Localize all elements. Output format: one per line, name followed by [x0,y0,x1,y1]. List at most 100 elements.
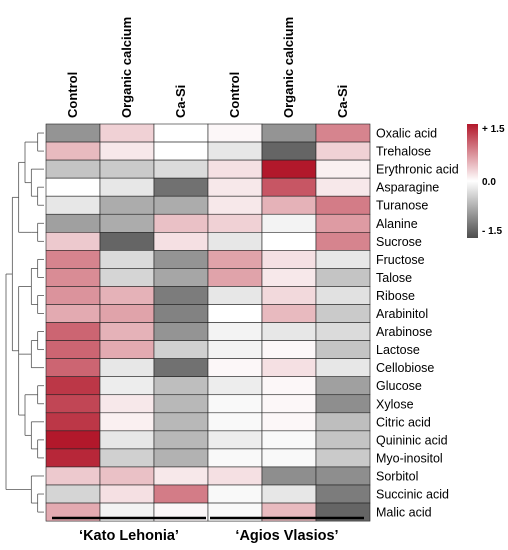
heatmap-cell [153,177,209,197]
heatmap-cell [99,484,155,504]
heatmap-cell [207,177,263,197]
heatmap-cell [315,286,371,305]
row-label: Oxalic acid [376,127,437,141]
heatmap-cell [45,195,101,215]
row-label: Talose [376,271,412,285]
heatmap-cell [261,466,317,486]
heatmap-cell [315,141,371,161]
heatmap-cell [153,484,209,504]
row-label: Cellobiose [376,361,434,375]
row-labels: Oxalic acid Trehalose Erythronic acid Aspar… [376,127,459,520]
heatmap-cell [45,304,101,323]
heatmap-cell [153,322,209,341]
heatmap-cell [153,466,209,486]
row-label: Glucose [376,379,422,393]
heatmap-cells [45,123,371,522]
heatmap-cell [207,376,263,396]
heatmap-cell [261,430,317,450]
legend-tick-label: - 1.5 [482,226,502,237]
heatmap-cell [315,195,371,215]
heatmap-cell [153,141,209,161]
row-label: Arabinitol [376,307,428,321]
heatmap-cell [207,213,263,233]
heatmap-cell [153,195,209,215]
row-label: Sorbitol [376,469,418,483]
heatmap-cell [99,448,155,468]
heatmap-cell [99,195,155,215]
heatmap-cell [99,430,155,450]
heatmap-cell [99,394,155,414]
heatmap-cell [207,268,263,287]
heatmap-cell [153,430,209,450]
row-label: Fructose [376,253,425,267]
heatmap-cell [153,376,209,396]
heatmap-cell [315,430,371,450]
row-label: Turanose [376,199,428,213]
heatmap-cell [207,484,263,504]
heatmap-cell [315,484,371,504]
heatmap-cell [207,286,263,305]
row-label: Alanine [376,217,418,231]
row-label: Sucrose [376,235,422,249]
heatmap-cell [207,123,263,143]
heatmap-cell [99,123,155,143]
heatmap-cell [99,141,155,161]
row-label: Arabinose [376,325,432,339]
heatmap-cell [45,484,101,504]
heatmap-cell [99,358,155,377]
heatmap-cell [153,412,209,432]
heatmap-cell [207,322,263,341]
heatmap-cell [315,502,371,522]
group-labels: ‘Kato Lehonia’ ‘Agios Vlasios’ [52,516,364,544]
column-label: Organic calcium [281,17,296,118]
heatmap-cell [45,250,101,269]
heatmap-cell [153,304,209,323]
column-label: Ca-Si [335,85,350,118]
heatmap-cell [315,376,371,396]
column-label: Control [65,72,80,118]
heatmap-cell [261,412,317,432]
heatmap-cell [261,250,317,269]
heatmap-cell [45,430,101,450]
group-label: ‘Kato Lehonia’ [79,528,179,544]
heatmap-cell [45,466,101,486]
heatmap-cell [261,322,317,341]
heatmap-cell [207,448,263,468]
heatmap-cell [45,213,101,233]
heatmap-cell [315,232,371,251]
row-label: Succinic acid [376,488,449,502]
heatmap-cell [45,412,101,432]
heatmap-cell [207,304,263,323]
heatmap-cell [207,250,263,269]
heatmap-cell [153,232,209,251]
column-label: Control [227,72,242,118]
heatmap-cell [261,159,317,179]
heatmap-cell [207,466,263,486]
heatmap-cell [45,232,101,251]
heatmap-cell [99,232,155,251]
heatmap-cell [153,213,209,233]
heatmap-cell [315,412,371,432]
heatmap-cell [153,358,209,377]
heatmap-cell [261,232,317,251]
heatmap-cell [153,340,209,359]
heatmap-cell [153,159,209,179]
heatmap-cell [207,340,263,359]
heatmap-cell [207,412,263,432]
heatmap-cell [99,177,155,197]
heatmap-cell [261,177,317,197]
heatmap-cell [45,123,101,143]
heatmap-cell [261,394,317,414]
heatmap-cell [99,322,155,341]
heatmap-cell [315,304,371,323]
heatmap-cell [315,213,371,233]
heatmap-cell [99,304,155,323]
heatmap-cell [45,177,101,197]
heatmap-cell [207,430,263,450]
heatmap-cell [261,484,317,504]
row-label: Malic acid [376,506,432,520]
heatmap-cell [315,358,371,377]
heatmap-cell [45,322,101,341]
legend-tick-label: 0.0 [482,177,496,188]
